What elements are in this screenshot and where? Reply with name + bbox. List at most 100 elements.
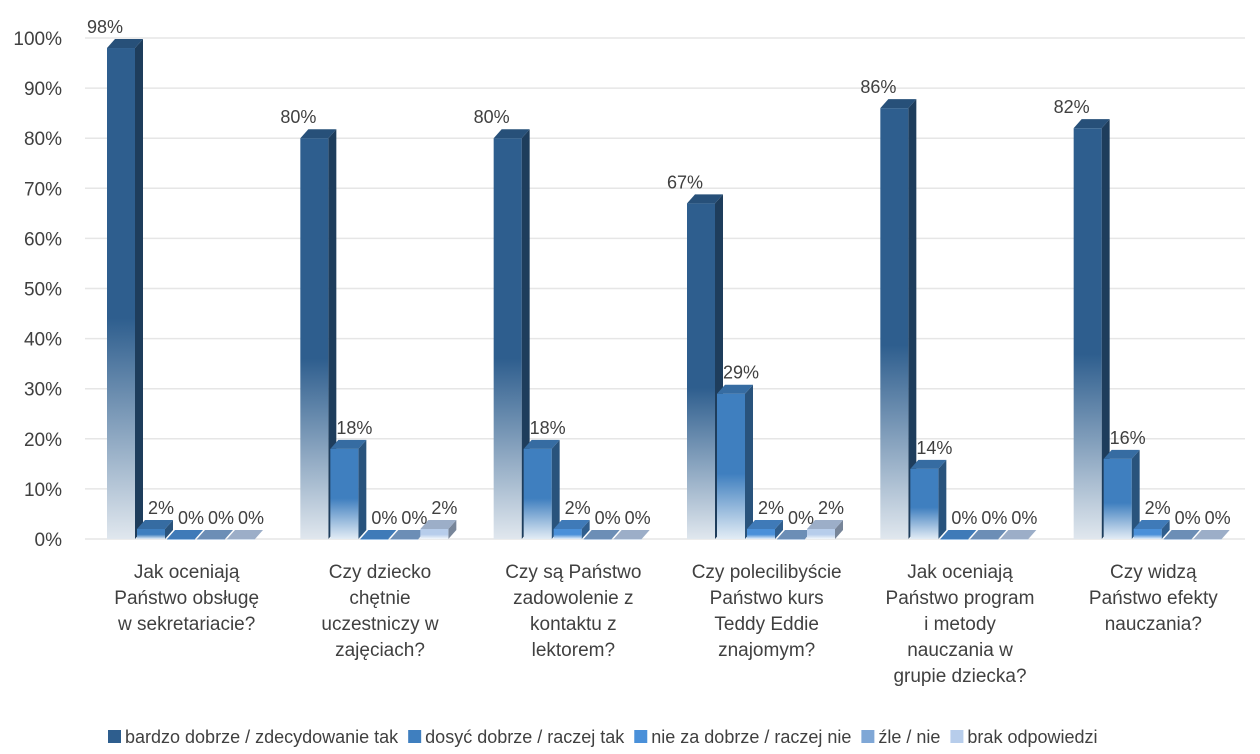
bar — [687, 203, 715, 539]
bar-top — [1103, 449, 1140, 459]
legend-item: dosyć dobrze / raczej tak — [408, 727, 625, 747]
bar-side — [835, 519, 843, 539]
legend-label: bardzo dobrze / zdecydowanie tak — [125, 727, 399, 747]
bar-top — [1163, 530, 1200, 539]
bar-top — [583, 530, 620, 539]
bar-top — [523, 439, 560, 449]
bar-side — [135, 39, 143, 540]
bar-side — [775, 519, 783, 539]
bar — [807, 528, 835, 539]
data-label: 82% — [1054, 97, 1090, 117]
legend-label: dosyć dobrze / raczej tak — [425, 727, 625, 747]
data-label: 0% — [1205, 508, 1231, 528]
bar-top — [197, 530, 233, 539]
x-category-label: Czy widzą Państwo efekty nauczania? — [1089, 562, 1218, 635]
bar-top — [970, 530, 1007, 539]
bar — [523, 448, 552, 539]
data-label: 2% — [758, 498, 784, 518]
y-tick-label: 50% — [24, 280, 62, 301]
gridlines — [85, 37, 1245, 540]
bar — [167, 539, 195, 540]
y-tick-label: 10% — [24, 480, 62, 501]
bar-top — [107, 39, 143, 49]
bar — [747, 528, 775, 539]
bar — [910, 468, 939, 539]
bar-side — [358, 439, 367, 539]
data-label: 18% — [530, 418, 566, 438]
bar-top — [1193, 530, 1230, 539]
bar-top — [940, 530, 977, 539]
data-label: 67% — [667, 172, 703, 192]
bar — [1103, 458, 1132, 539]
bar-top — [1000, 530, 1037, 539]
bar-top — [390, 530, 427, 539]
bar-top — [227, 530, 263, 539]
bar — [107, 48, 135, 540]
bar-top — [300, 129, 337, 139]
data-label: 0% — [208, 508, 234, 528]
data-label: 0% — [401, 508, 427, 528]
bar-side — [1101, 119, 1110, 540]
data-labels: 98%2%0% 0% 0%80%18%0% 0%2%80%18%2%0% 0%67%29… — [87, 17, 1231, 528]
bar-top — [613, 530, 650, 539]
data-label: 2% — [565, 498, 591, 518]
legend-swatch — [408, 730, 422, 743]
bar — [197, 539, 225, 540]
data-label: 2% — [1145, 498, 1171, 518]
bar-top — [360, 530, 397, 539]
bar-side — [165, 519, 173, 539]
bar — [553, 528, 582, 539]
legend-item: brak odpowiedzi — [950, 727, 1098, 747]
data-label: 80% — [280, 107, 316, 127]
x-category-label: Czy są Państwo zadowolenie z kontaktu z lek… — [505, 562, 641, 661]
bar-top — [777, 530, 813, 539]
x-category-label: Jak oceniają Państwo obsługę w sekretariac… — [114, 562, 259, 635]
bar-side — [1131, 449, 1140, 539]
y-tick-label: 80% — [24, 129, 62, 150]
bar-top — [420, 519, 457, 529]
bar — [1193, 539, 1222, 540]
bar — [300, 138, 329, 539]
data-label: 0% — [595, 508, 621, 528]
x-axis-categories: Jak oceniają Państwo obsługę w sekretariac… — [114, 562, 1218, 687]
legend-swatch — [950, 730, 964, 743]
bar — [583, 539, 612, 540]
bar-top — [1073, 119, 1110, 129]
bar — [330, 448, 359, 539]
legend-label: źle / nie — [878, 727, 940, 747]
bar-side — [908, 99, 917, 539]
bar — [360, 539, 389, 540]
legend-swatch — [861, 730, 875, 743]
bar-side — [448, 519, 457, 539]
bar-side — [581, 519, 590, 539]
bar-top — [717, 384, 753, 394]
bar-top — [687, 194, 723, 204]
x-category-label: Czy polecilibyście Państwo kurs Teddy Eddi… — [692, 562, 842, 661]
legend-swatch — [108, 730, 121, 743]
data-label: 18% — [336, 418, 372, 438]
y-tick-label: 70% — [24, 179, 62, 200]
data-label: 2% — [148, 498, 174, 518]
bar — [1163, 539, 1192, 540]
y-tick-label: 90% — [24, 79, 62, 100]
bar-top — [493, 129, 530, 139]
bar-side — [328, 129, 337, 539]
data-label: 0% — [371, 508, 397, 528]
bar-top — [880, 99, 917, 109]
y-tick-label: 40% — [24, 330, 62, 351]
bar-top — [910, 459, 947, 469]
data-label: 0% — [788, 508, 814, 528]
bar-top — [747, 519, 783, 529]
bar — [613, 539, 642, 540]
bar — [390, 539, 419, 540]
bar — [493, 138, 522, 539]
data-label: 80% — [474, 107, 510, 127]
bar — [1073, 128, 1102, 539]
data-label: 16% — [1110, 428, 1146, 448]
y-tick-label: 30% — [24, 380, 62, 401]
legend-item: nie za dobrze / raczej nie — [634, 727, 851, 747]
y-axis-ticks: 0% 10% 20% 30% 40% 50% 60% 70% 80% 90% 100% — [13, 29, 62, 551]
data-label: 0% — [178, 508, 204, 528]
data-label: 0% — [981, 508, 1007, 528]
